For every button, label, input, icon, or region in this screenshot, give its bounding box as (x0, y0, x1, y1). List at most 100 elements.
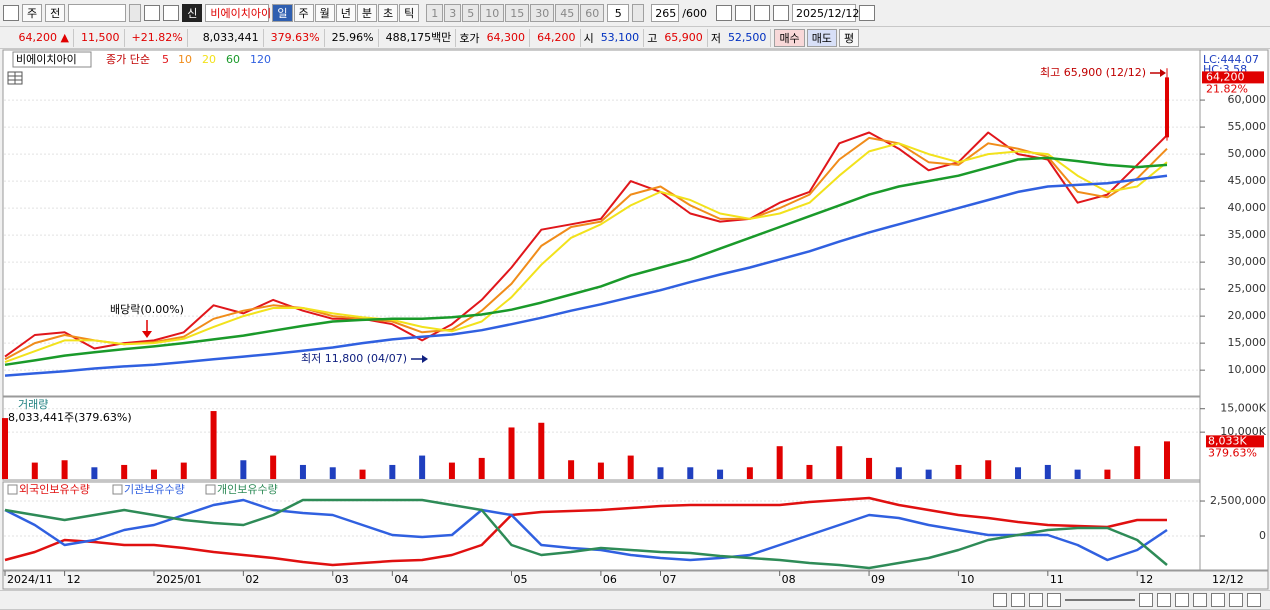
series-line (4, 142, 1168, 364)
high-label: 고 (647, 31, 658, 45)
high-annotation: 최고 65,900 (12/12) (1040, 66, 1146, 79)
forward-icon[interactable] (1047, 593, 1061, 607)
series-line (4, 131, 1168, 358)
interval-button[interactable]: 1 (426, 4, 444, 22)
last-volume-label: 8,033K (1208, 434, 1247, 447)
save-icon[interactable] (753, 5, 770, 21)
x-tick-label: 2025/01 (156, 573, 202, 586)
volume-bar (866, 457, 873, 479)
tool-icon[interactable] (1193, 593, 1207, 607)
period-button[interactable]: 월 (314, 4, 335, 22)
tool-icon[interactable] (1139, 593, 1153, 607)
x-tick-label: 12 (67, 573, 81, 586)
order-button[interactable]: 매수 (774, 28, 805, 47)
volume-bar (1015, 467, 1022, 479)
candle-body (1165, 77, 1169, 138)
ask-label: 호가 (459, 31, 480, 45)
title-box (12, 51, 92, 68)
period-button[interactable]: 주 (293, 4, 314, 22)
date-input[interactable]: 2025/12/12 (791, 4, 859, 22)
count-input[interactable]: 265 (651, 4, 680, 22)
x-tick-label: 03 (335, 573, 349, 586)
y-tick-label: 15,000K (1220, 402, 1266, 415)
y-tick-label: 0 (1259, 529, 1266, 542)
series-line (4, 498, 1168, 570)
high: 65,900 (660, 28, 708, 47)
interval-button[interactable]: 10 (480, 4, 505, 22)
open: 53,100 (597, 28, 645, 47)
series-line (4, 496, 1167, 567)
volume-bar (538, 422, 545, 479)
date-axis (2, 570, 1269, 590)
legend-checkbox (112, 484, 123, 495)
volume-bar (359, 469, 366, 479)
interval-button[interactable]: 3 (444, 4, 462, 22)
market-select[interactable]: 주 (22, 4, 43, 22)
tool-icon[interactable] (1157, 593, 1171, 607)
volume-bar (1164, 441, 1170, 479)
volume-bar (61, 460, 68, 479)
order-button[interactable]: 평 (838, 28, 860, 47)
tool-icon[interactable] (715, 5, 732, 21)
calendar-icon[interactable] (858, 5, 875, 21)
y-tick-label: 25,000 (1228, 282, 1267, 295)
code-dropdown[interactable] (129, 4, 142, 22)
sound-icon[interactable] (163, 5, 180, 21)
y-tick-label: 55,000 (1228, 120, 1267, 133)
play-icon[interactable] (993, 593, 1007, 607)
zoom-icon[interactable] (1247, 593, 1261, 607)
arrow-head (422, 355, 428, 363)
interval-buttons: 1 3 5 10 15 30 45 60 (426, 4, 605, 22)
low-label: 저 (710, 31, 721, 45)
scroll-slider[interactable] (1065, 599, 1135, 601)
mode-select[interactable]: 전 (45, 4, 66, 22)
tool-icon[interactable] (1211, 593, 1225, 607)
volume-bar (806, 464, 813, 479)
tool-icon[interactable] (1175, 593, 1189, 607)
interval-input[interactable]: 5 (607, 4, 630, 22)
bottom-toolbar (0, 590, 1270, 610)
zoom-icon[interactable] (1229, 593, 1243, 607)
period-button[interactable]: 년 (335, 4, 356, 22)
volume-bar (1074, 469, 1081, 479)
tool-icon[interactable] (734, 5, 751, 21)
x-tick-label: 07 (662, 573, 676, 586)
interval-button[interactable]: 5 (462, 4, 480, 22)
period-button[interactable]: 일 (272, 4, 293, 22)
volume-bar (329, 467, 336, 479)
order-button[interactable]: 매도 (806, 28, 837, 47)
legend-checkbox (7, 484, 18, 495)
period-button[interactable]: 틱 (399, 4, 420, 22)
volume-bar (597, 462, 604, 479)
volume-bar (91, 467, 98, 479)
x-tick-label: 2024/11 (7, 573, 53, 586)
chart-area: 10,000 15,000 20,000 25,000 30,000 35,000 40,0… (2, 49, 1269, 590)
interval-button[interactable]: 30 (530, 4, 555, 22)
x-tick-label: 04 (394, 573, 408, 586)
settings-icon[interactable] (772, 5, 789, 21)
volume-bar (1104, 469, 1111, 479)
interval-dropdown[interactable] (632, 4, 645, 22)
volume-bar (389, 464, 396, 479)
volume-bar (419, 455, 426, 479)
turnover: 25.96% (328, 28, 379, 47)
legend-entry: 개인보유수량 (217, 483, 278, 496)
rewind-icon[interactable] (1011, 593, 1025, 607)
stop-icon[interactable] (1029, 593, 1043, 607)
volume-bar (568, 460, 575, 479)
interval-button[interactable]: 45 (555, 4, 580, 22)
y-tick-label: 40,000 (1228, 201, 1267, 214)
change-pct: +21.82% (128, 28, 188, 47)
interval-button[interactable]: 15 (505, 4, 530, 22)
code-input[interactable]: 083650 (68, 4, 127, 22)
interval-button[interactable]: 60 (580, 4, 605, 22)
volume-bar (657, 467, 664, 479)
search-icon[interactable] (144, 5, 161, 21)
count-max: /600 (682, 6, 707, 20)
menu-icon[interactable] (3, 5, 19, 21)
period-button[interactable]: 분 (356, 4, 377, 22)
last-pct-label: 21.82% (1206, 82, 1248, 95)
period-button[interactable]: 초 (378, 4, 399, 22)
